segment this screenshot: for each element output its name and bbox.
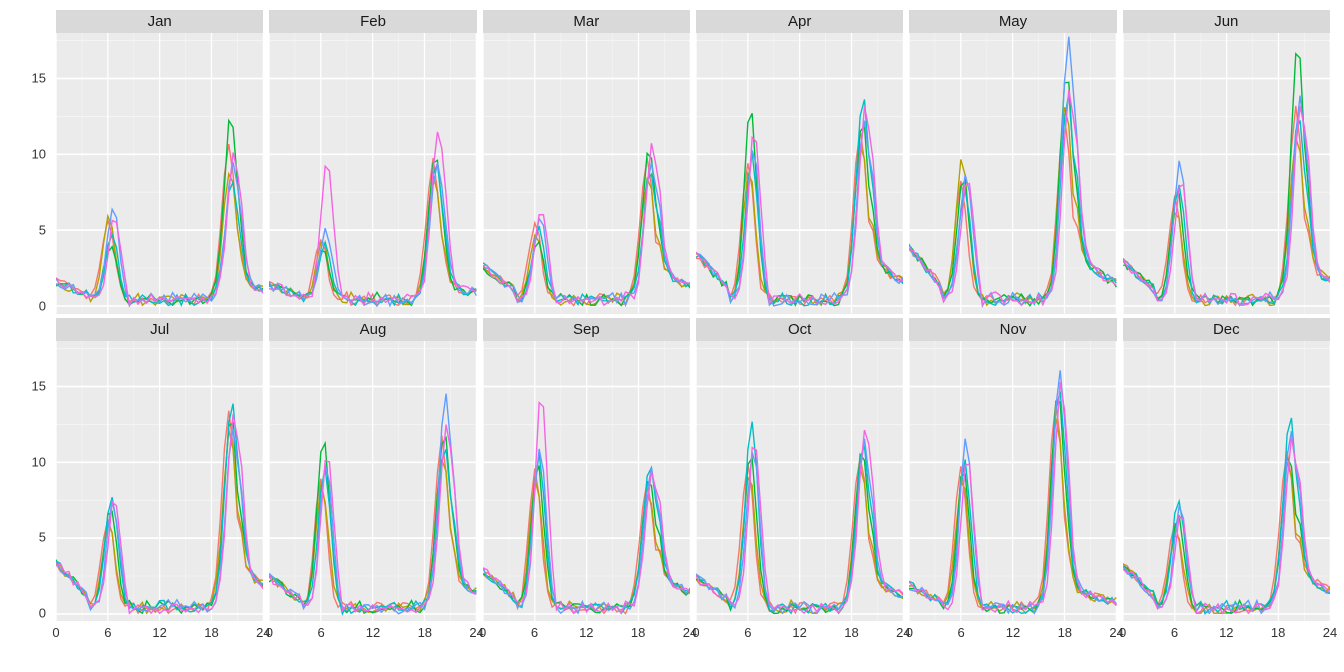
y-tick-label: 5 <box>39 530 46 545</box>
y-tick-label: 10 <box>32 147 46 162</box>
facet-panel: Sep <box>483 318 690 622</box>
plot-area <box>696 33 903 314</box>
x-axis: 06121824 <box>483 625 690 650</box>
plot-area <box>909 33 1116 314</box>
facet-panel: Jan <box>56 10 263 314</box>
x-tick-label: 6 <box>744 625 751 640</box>
facet-panel: Dec <box>1123 318 1330 622</box>
x-tick-label: 0 <box>1119 625 1126 640</box>
facet-strip-label: Apr <box>696 10 903 33</box>
x-tick-label: 18 <box>631 625 645 640</box>
x-tick-label: 12 <box>152 625 166 640</box>
x-axis: 06121824 <box>1123 625 1330 650</box>
x-tick-label: 12 <box>1219 625 1233 640</box>
x-tick-label: 18 <box>844 625 858 640</box>
y-tick-label: 0 <box>39 606 46 621</box>
facet-panel: Mar <box>483 10 690 314</box>
x-axis: 06121824 <box>56 625 263 650</box>
plot-area <box>483 33 690 314</box>
facet-strip-label: Feb <box>269 10 476 33</box>
y-tick-label: 5 <box>39 222 46 237</box>
axis-corner <box>10 625 50 650</box>
facet-strip-label: Dec <box>1123 318 1330 341</box>
plot-area <box>1123 341 1330 622</box>
facet-panel: May <box>909 10 1116 314</box>
facet-strip-label: Jan <box>56 10 263 33</box>
facet-panel: Jul <box>56 318 263 622</box>
x-tick-label: 6 <box>531 625 538 640</box>
y-axis: 0 5 10 15 <box>10 10 50 314</box>
x-tick-label: 0 <box>906 625 913 640</box>
facet-strip-label: Nov <box>909 318 1116 341</box>
y-tick-label: 10 <box>32 454 46 469</box>
x-tick-label: 0 <box>692 625 699 640</box>
plot-area <box>483 341 690 622</box>
faceted-chart-grid: 0 5 10 15 Jan Feb Mar Apr May Jun 0 5 10 15 Jul Aug Sep O… <box>10 10 1330 650</box>
facet-panel: Aug <box>269 318 476 622</box>
plot-area <box>696 341 903 622</box>
x-tick-label: 0 <box>479 625 486 640</box>
facet-strip-label: Oct <box>696 318 903 341</box>
x-axis: 06121824 <box>909 625 1116 650</box>
plot-area <box>56 33 263 314</box>
x-tick-label: 0 <box>52 625 59 640</box>
facet-strip-label: Sep <box>483 318 690 341</box>
x-tick-label: 6 <box>958 625 965 640</box>
x-tick-label: 18 <box>204 625 218 640</box>
x-tick-label: 6 <box>104 625 111 640</box>
x-tick-label: 18 <box>418 625 432 640</box>
x-tick-label: 12 <box>579 625 593 640</box>
facet-panel: Apr <box>696 10 903 314</box>
plot-area <box>269 341 476 622</box>
facet-strip-label: Jul <box>56 318 263 341</box>
x-tick-label: 6 <box>318 625 325 640</box>
facet-panel: Oct <box>696 318 903 622</box>
facet-panel: Feb <box>269 10 476 314</box>
x-tick-label: 0 <box>266 625 273 640</box>
x-tick-label: 24 <box>1323 625 1337 640</box>
x-tick-label: 12 <box>792 625 806 640</box>
facet-strip-label: Aug <box>269 318 476 341</box>
plot-area <box>1123 33 1330 314</box>
x-axis: 06121824 <box>696 625 903 650</box>
plot-area <box>56 341 263 622</box>
x-tick-label: 18 <box>1058 625 1072 640</box>
facet-strip-label: Mar <box>483 10 690 33</box>
facet-strip-label: Jun <box>1123 10 1330 33</box>
x-axis: 06121824 <box>269 625 476 650</box>
y-tick-label: 15 <box>32 71 46 86</box>
x-tick-label: 6 <box>1171 625 1178 640</box>
x-tick-label: 12 <box>1006 625 1020 640</box>
y-tick-label: 0 <box>39 298 46 313</box>
y-axis: 0 5 10 15 <box>10 318 50 622</box>
facet-panel: Jun <box>1123 10 1330 314</box>
y-tick-label: 15 <box>32 378 46 393</box>
facet-panel: Nov <box>909 318 1116 622</box>
plot-area <box>909 341 1116 622</box>
x-tick-label: 18 <box>1271 625 1285 640</box>
plot-area <box>269 33 476 314</box>
x-tick-label: 12 <box>366 625 380 640</box>
facet-strip-label: May <box>909 10 1116 33</box>
